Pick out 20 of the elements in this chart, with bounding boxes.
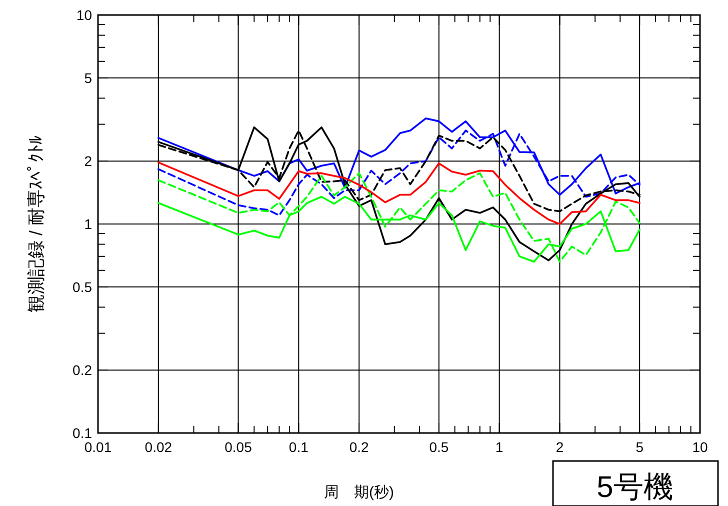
x-tick-label: 5 [636,439,644,455]
x-axis-title: 周 期(秒) [324,484,394,501]
x-tick-label: 10 [692,439,708,455]
y-tick-label: 2 [84,153,92,170]
x-tick-label: 2 [556,439,564,455]
y-tick-label: 5 [84,70,92,86]
y-tick-label: 0.2 [72,362,92,378]
y-axis-title: 観測記録 / 耐専ｽﾍﾟｸﾄﾙ [26,135,46,313]
text: 5号機 [596,471,674,504]
x-tick-label: 1 [495,439,504,455]
y-tick-label: 0.1 [72,425,92,441]
x-tick-label: 0.1 [288,439,309,455]
x-tick-label: 0.2 [349,439,370,455]
x-tick-label: 0.5 [429,439,449,455]
y-tick-label: 0.5 [72,278,92,295]
y-tick-label: 1 [84,216,92,232]
x-tick-label: 0.01 [84,439,112,455]
x-tick-label: 0.02 [144,439,172,455]
x-tick-label: 0.05 [224,439,252,455]
y-tick-label: 10 [76,7,92,23]
